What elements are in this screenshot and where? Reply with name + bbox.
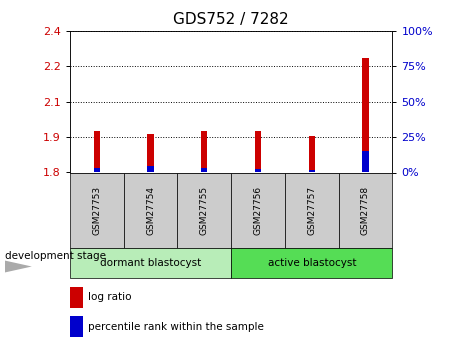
Bar [255, 169, 261, 172]
Bar [231, 172, 285, 248]
Bar [124, 172, 177, 248]
Bar [362, 151, 369, 172]
Bar [147, 134, 154, 172]
Bar [70, 316, 83, 337]
Bar [70, 248, 231, 278]
Text: GSM27757: GSM27757 [307, 186, 316, 235]
Text: GSM27755: GSM27755 [200, 186, 209, 235]
Bar [339, 172, 392, 248]
Text: GSM27756: GSM27756 [253, 186, 262, 235]
Bar [93, 131, 100, 172]
Polygon shape [5, 260, 32, 273]
Bar [308, 170, 315, 172]
Bar [147, 166, 154, 172]
Bar [308, 136, 315, 172]
Bar [201, 168, 207, 172]
Bar [285, 172, 339, 248]
Bar [70, 287, 83, 308]
Text: percentile rank within the sample: percentile rank within the sample [87, 322, 263, 332]
Text: dormant blastocyst: dormant blastocyst [100, 258, 201, 268]
Text: log ratio: log ratio [87, 292, 131, 302]
Text: GSM27753: GSM27753 [92, 186, 101, 235]
Bar [177, 172, 231, 248]
Bar [255, 131, 261, 172]
Text: GSM27758: GSM27758 [361, 186, 370, 235]
Bar [70, 172, 124, 248]
Bar [231, 248, 392, 278]
Title: GDS752 / 7282: GDS752 / 7282 [173, 12, 289, 27]
Bar [201, 131, 207, 172]
Text: GSM27754: GSM27754 [146, 186, 155, 235]
Bar [93, 168, 100, 172]
Bar [362, 58, 369, 172]
Text: active blastocyst: active blastocyst [267, 258, 356, 268]
Text: development stage: development stage [5, 252, 106, 262]
